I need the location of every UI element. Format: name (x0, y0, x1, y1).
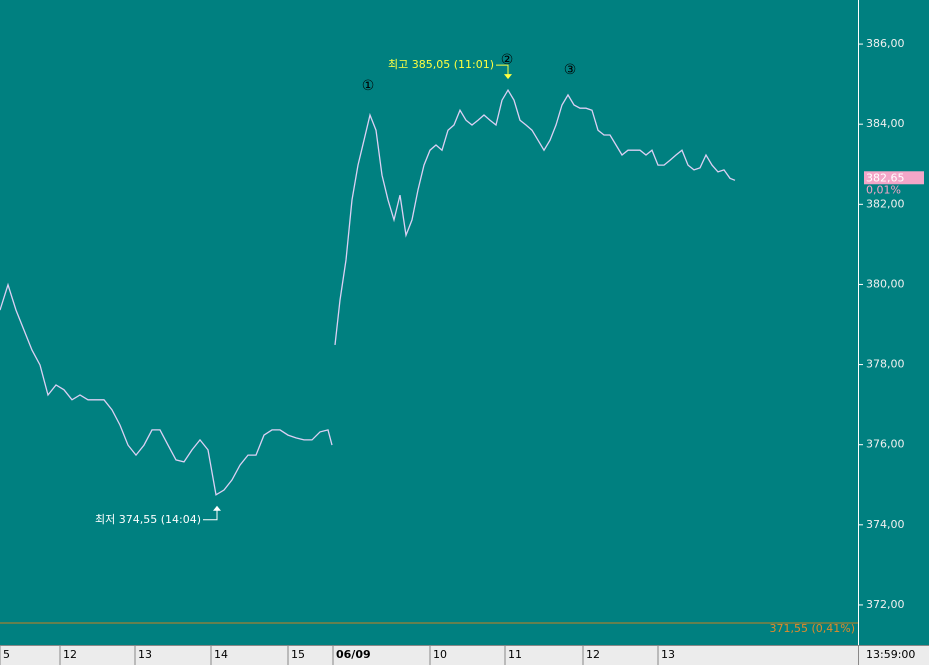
y-tick-label: 372,00 (866, 598, 905, 611)
high-arrow (496, 64, 509, 77)
price-line (0, 88, 736, 496)
time-label: 13:59:00 (866, 648, 915, 661)
low-label: 최저 374,55 (14:04) (95, 513, 201, 526)
baseline-label: 371,55 (0,41%) (769, 622, 855, 635)
x-tick-label: 13 (138, 648, 152, 661)
current-change: 0,01% (866, 183, 901, 196)
high-label: 최고 385,05 (11:01) (388, 58, 494, 71)
y-tick-label: 382,00 (866, 197, 905, 210)
y-tick-label: 376,00 (866, 438, 905, 451)
low-arrow (203, 508, 218, 521)
current-price-tag (864, 171, 924, 185)
x-tick-label: 12 (63, 648, 77, 661)
y-tick-label: 380,00 (866, 277, 905, 290)
x-tick-label: 15 (291, 648, 305, 661)
y-tick-label: 374,00 (866, 518, 905, 531)
x-tick-label: 14 (214, 648, 228, 661)
x-tick-label: 06/09 (336, 648, 371, 661)
current-price-label: 382,65 (866, 171, 905, 184)
x-tick-label: 5 (3, 648, 10, 661)
wave-label: ① (362, 78, 375, 94)
y-tick-label: 386,00 (866, 37, 905, 50)
high-arrow-head (504, 74, 512, 80)
wave-label: ② (501, 52, 514, 68)
low-arrow-head (213, 505, 221, 511)
wave-label: ③ (564, 62, 577, 78)
x-tick-label: 10 (433, 648, 447, 661)
x-tick-label: 12 (586, 648, 600, 661)
y-tick-label: 384,00 (866, 117, 905, 130)
x-axis-strip (0, 645, 929, 665)
y-tick-label: 378,00 (866, 358, 905, 371)
x-tick-label: 13 (661, 648, 675, 661)
x-tick-label: 11 (508, 648, 522, 661)
